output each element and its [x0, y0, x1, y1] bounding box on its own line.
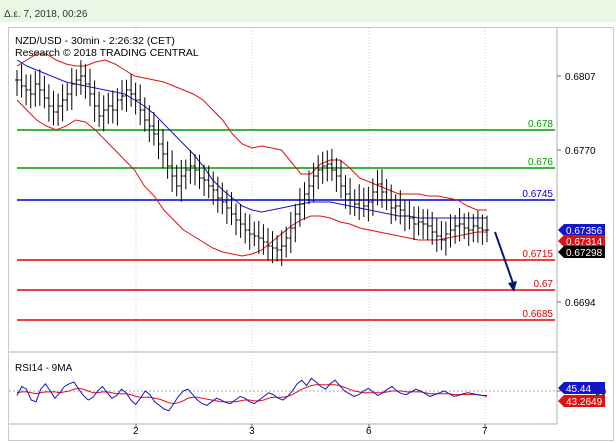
chart-svg: 0.678 0.676 0.6745 0.6715 0.67 0.6685 0.67356…: [9, 28, 607, 437]
rsi-tag-label: 43.2649: [566, 397, 603, 408]
timestamp: Δ.ε. 7, 2018, 00:26: [4, 9, 88, 20]
x-tick-label: 7: [482, 426, 488, 437]
price-tag: [558, 235, 605, 247]
rsi-ma-line: [16, 384, 488, 405]
rsi-tag-label: 45.44: [566, 384, 591, 395]
level-label: 0.6745: [522, 189, 553, 200]
top-bar: Δ.ε. 7, 2018, 00:26: [0, 0, 616, 22]
y-tick-label: 0.6807: [565, 72, 596, 83]
price-tag-label: 0.67356: [566, 226, 603, 237]
level-label: 0.6715: [522, 249, 553, 260]
rsi-tag: [558, 395, 605, 407]
chart-title: NZD/USD - 30min - 2:26:32 (CET): [15, 35, 175, 47]
price-tag-label: 0.67314: [566, 237, 603, 248]
price-plot-area: [9, 28, 557, 348]
rsi-label: RSI14 - 9MA: [15, 363, 73, 374]
price-tag: [558, 246, 605, 258]
x-tick-label: 3: [249, 426, 255, 437]
chart-frame: 0.678 0.676 0.6745 0.6715 0.67 0.6685 0.67356…: [8, 27, 614, 441]
y-tick-label: 0.6694: [565, 298, 596, 309]
level-label: 0.676: [528, 157, 553, 168]
y-tick-label: 0.6770: [565, 146, 596, 157]
forecast-arrow-shaft: [494, 231, 515, 287]
price-tag: [558, 224, 605, 236]
level-label: 0.678: [528, 119, 553, 130]
lower-band-line: [16, 99, 487, 257]
level-label: 0.67: [534, 279, 554, 290]
forecast-arrow-head: [508, 281, 517, 292]
level-label: 0.6685: [522, 309, 553, 320]
upper-band-line: [16, 53, 487, 211]
rsi-tag: [558, 382, 605, 394]
chart-subtitle: Research © 2018 TRADING CENTRAL: [15, 47, 199, 59]
x-tick-label: 6: [366, 426, 372, 437]
price-tag-label: 0.67298: [566, 248, 603, 259]
rsi-line: [16, 377, 487, 412]
x-tick-label: 2: [133, 426, 139, 437]
